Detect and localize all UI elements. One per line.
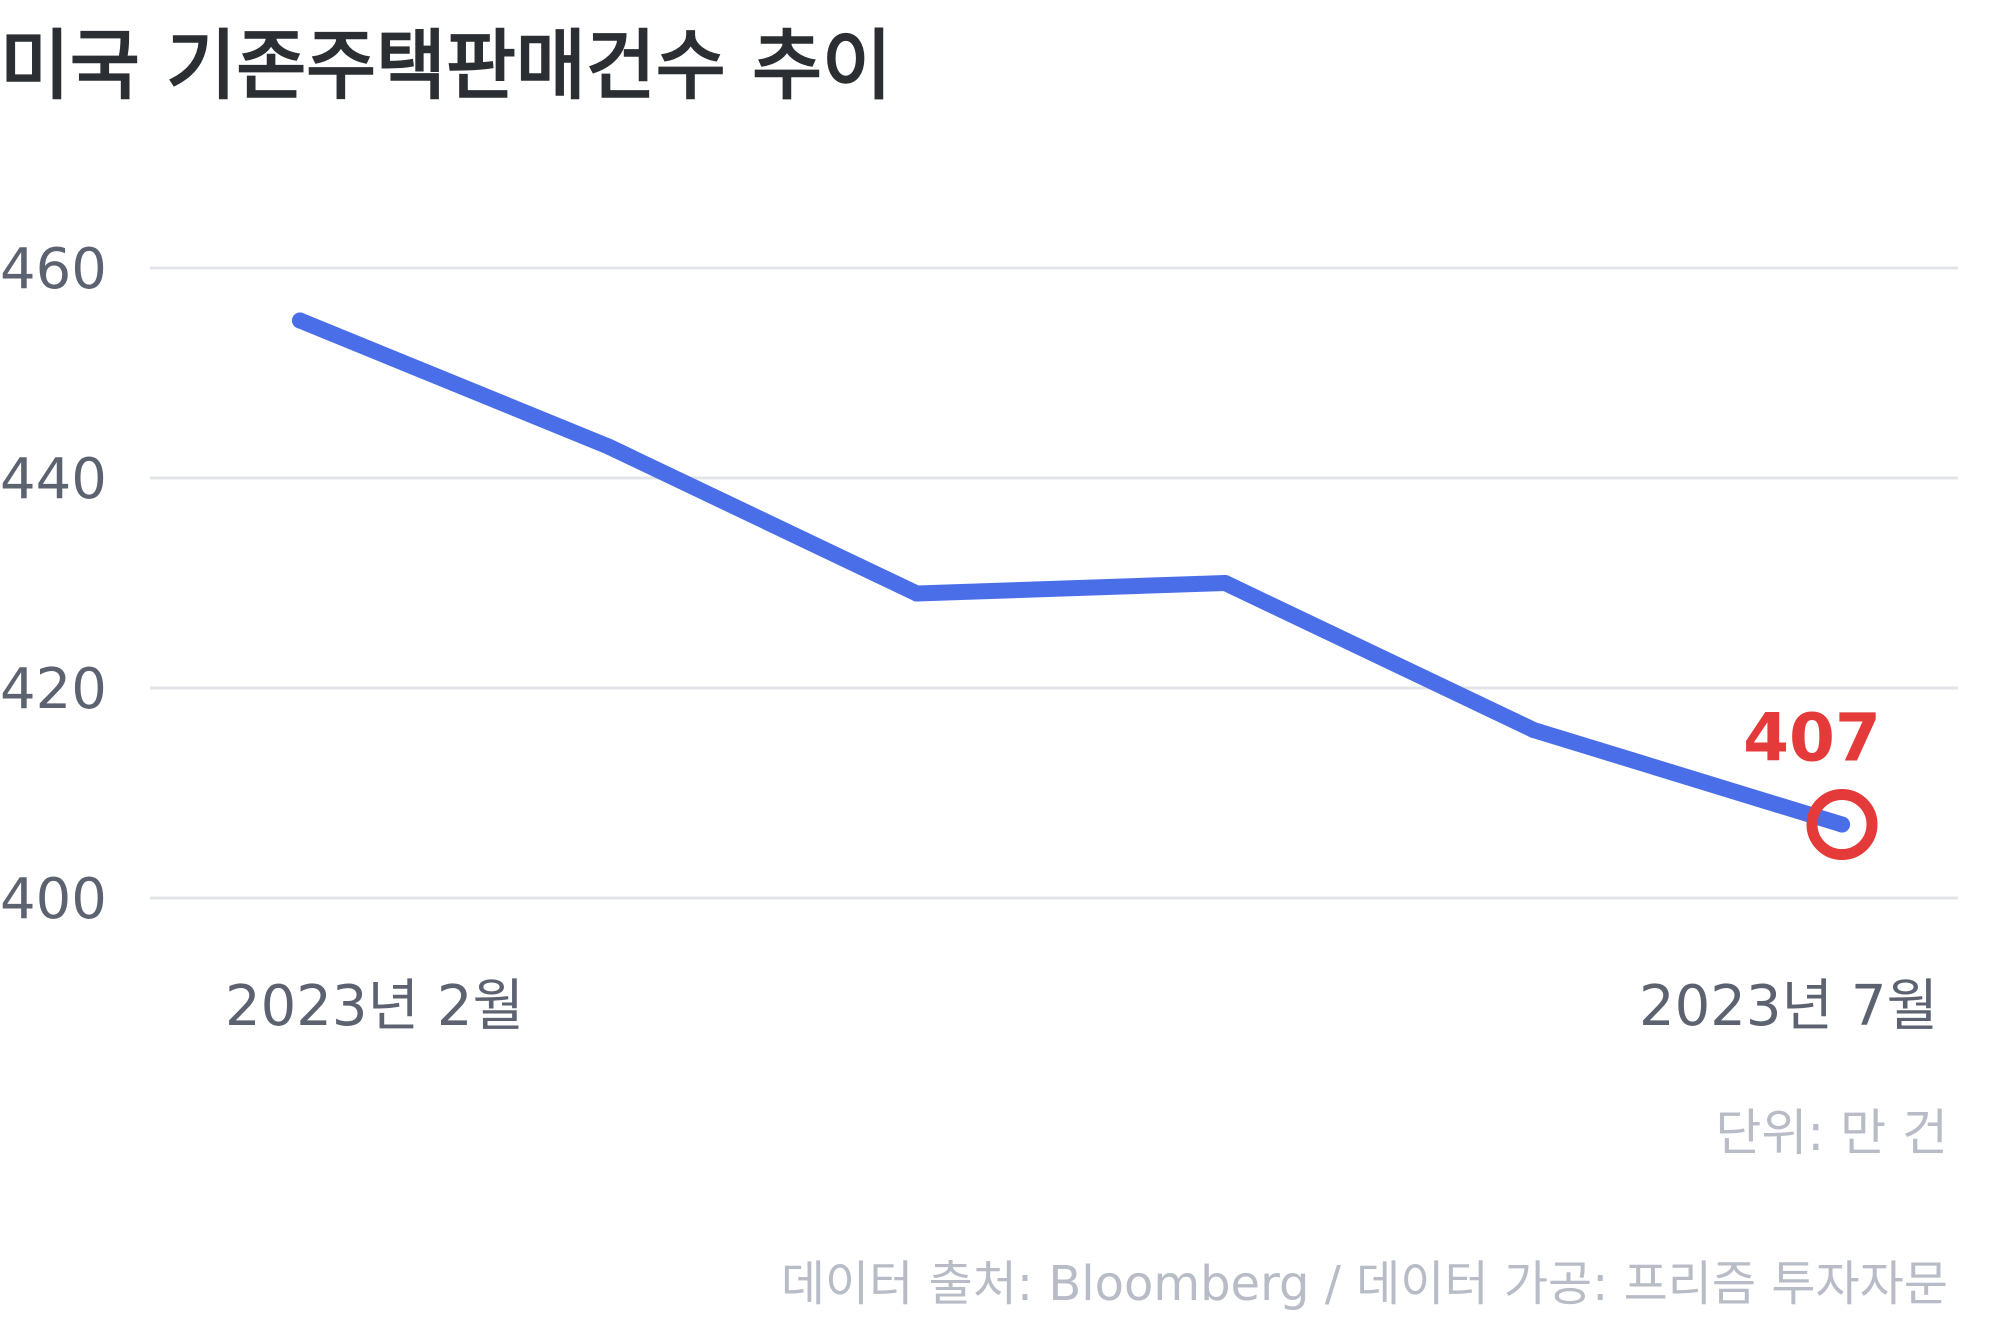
source-label: 데이터 출처: Bloomberg / 데이터 가공: 프리즘 투자자문 xyxy=(781,1256,1948,1312)
data-point-2023-04 xyxy=(908,585,925,602)
annotation-layer: 407 xyxy=(1743,700,1881,860)
series-layer xyxy=(292,312,1850,833)
x-tick-label-2023-02: 2023년 2월 xyxy=(225,974,524,1039)
chart-title: 미국 기존주택판매건수 추이 xyxy=(0,21,892,110)
data-point-2023-05 xyxy=(1217,575,1234,591)
y-axis-ticks: 400 420 440 460 xyxy=(0,237,107,932)
y-tick-label-460: 460 xyxy=(0,237,107,302)
data-point-2023-06 xyxy=(1525,722,1542,738)
data-point-2023-03 xyxy=(600,438,617,455)
data-point-2023-07 xyxy=(1834,816,1850,833)
last-value-label: 407 xyxy=(1743,700,1881,777)
gridlines xyxy=(150,266,1958,900)
x-axis-ticks: 2023년 2월 2023년 7월 xyxy=(225,974,1938,1039)
series-line xyxy=(292,312,1850,833)
x-tick-label-2023-07: 2023년 7월 xyxy=(1639,974,1938,1039)
y-tick-label-440: 440 xyxy=(0,447,107,512)
unit-label: 단위: 만 건 xyxy=(1715,1104,1948,1162)
y-tick-label-420: 420 xyxy=(0,657,107,722)
highlight-marker xyxy=(1806,789,1878,860)
y-tick-label-400: 400 xyxy=(0,867,107,932)
data-point-2023-02 xyxy=(292,312,308,329)
